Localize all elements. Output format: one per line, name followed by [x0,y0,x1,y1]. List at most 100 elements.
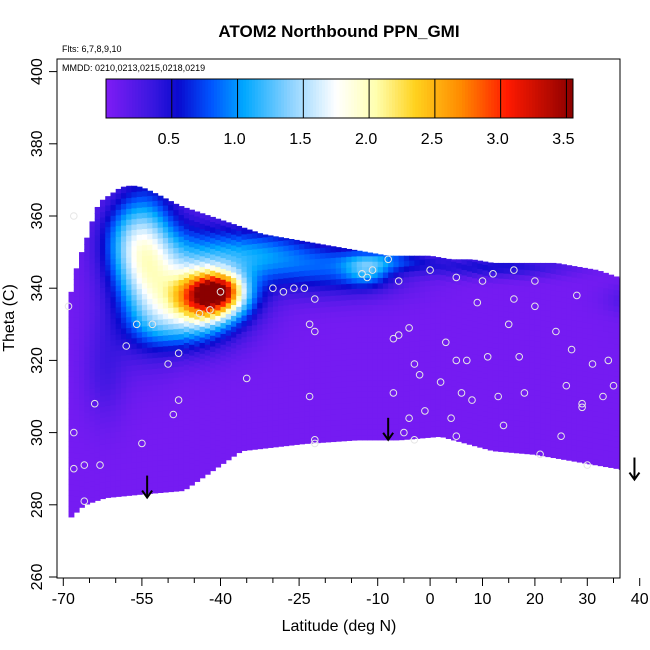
heatmap-cell [79,268,85,275]
heatmap-cell [540,428,546,435]
heatmap-cell [603,336,609,343]
heatmap-cell [115,258,122,265]
heatmap-cell [178,284,185,291]
heatmap-cell [555,339,562,346]
heatmap-cell [414,302,421,309]
heatmap-cell [435,371,442,378]
heatmap-cell [189,376,195,383]
heatmap-cell [335,327,342,334]
heatmap-cell [162,340,169,347]
heatmap-cell [168,274,174,281]
heatmap-cell [115,203,122,210]
heatmap-cell [94,245,101,252]
heatmap-cell [105,248,112,255]
heatmap-cell [73,409,80,416]
heatmap-cell [94,484,101,491]
heatmap-cell [419,324,426,331]
heatmap-cell [262,242,269,249]
heatmap-cell [220,457,227,464]
heatmap-cell [189,225,195,232]
heatmap-cell [220,338,227,345]
heatmap-cell [283,407,290,414]
heatmap-cell [79,453,85,460]
heatmap-cell [162,437,169,444]
heatmap-cell [246,433,253,440]
heatmap-cell [540,385,546,392]
heatmap-cell [126,473,133,480]
heatmap-cell [262,410,269,417]
heatmap-cell [435,279,442,286]
heatmap-cell [267,404,274,411]
heatmap-cell [136,423,143,430]
heatmap-cell [299,243,305,250]
heatmap-cell [110,220,117,227]
heatmap-cell [472,369,478,376]
heatmap-cell [393,369,400,376]
heatmap-cell [451,331,457,338]
heatmap-cell [230,391,237,398]
heatmap-cell [110,377,117,384]
heatmap-cell [157,270,164,277]
heatmap-cell [99,199,106,202]
heatmap-cell [419,378,426,385]
heatmap-cell [210,459,216,466]
heatmap-cell [477,414,484,421]
heatmap-cell [210,454,216,461]
heatmap-cell [162,248,169,255]
heatmap-cell [440,355,447,362]
heatmap-cell [168,372,174,379]
heatmap-cell [545,424,552,431]
heatmap-cell [99,438,106,445]
heatmap-cell [540,309,546,316]
heatmap-cell [613,441,620,448]
heatmap-cell [246,363,253,370]
heatmap-cell [608,461,615,468]
heatmap-cell [498,305,505,312]
heatmap-cell [351,353,358,360]
heatmap-cell [492,347,499,355]
heatmap-cell [534,292,541,299]
heatmap-cell [582,370,588,377]
heatmap-cell [157,210,164,217]
heatmap-cell [540,287,546,294]
heatmap-cell [456,316,463,323]
heatmap-cell [152,438,159,445]
heatmap-cell [147,211,153,218]
heatmap-cell [215,369,222,376]
heatmap-cell [582,365,588,372]
heatmap-cell [189,436,195,443]
heatmap-cell [414,275,421,282]
heatmap-cell [126,435,133,442]
heatmap-cell [288,407,295,414]
heatmap-cell [409,346,415,353]
heatmap-cell [367,418,374,425]
heatmap-cell [173,361,180,368]
heatmap-cell [487,292,494,299]
heatmap-cell [351,320,358,327]
heatmap-cell [183,364,190,371]
heatmap-cell [341,267,347,274]
heatmap-cell [288,401,295,408]
heatmap-cell [356,326,363,333]
heatmap-cell [477,295,484,302]
heatmap-cell [199,347,206,354]
heatmap-cell [445,432,452,439]
heatmap-cell [550,349,557,356]
heatmap-cell [94,316,101,323]
heatmap-cell [587,404,594,411]
heatmap-cell [613,300,620,307]
heatmap-cell [189,409,195,416]
heatmap-cell [210,237,216,244]
heatmap-cell [115,404,122,411]
heatmap-cell [372,309,379,316]
heatmap-cell [162,416,169,423]
heatmap-cell [372,293,379,300]
heatmap-cell [194,345,201,352]
heatmap-cell [393,385,400,392]
heatmap-cell [335,376,342,383]
heatmap-cell [330,327,337,334]
heatmap-cell [498,380,505,387]
heatmap-cell [267,431,274,438]
heatmap-cell [325,317,332,324]
heatmap-cell [120,447,127,454]
